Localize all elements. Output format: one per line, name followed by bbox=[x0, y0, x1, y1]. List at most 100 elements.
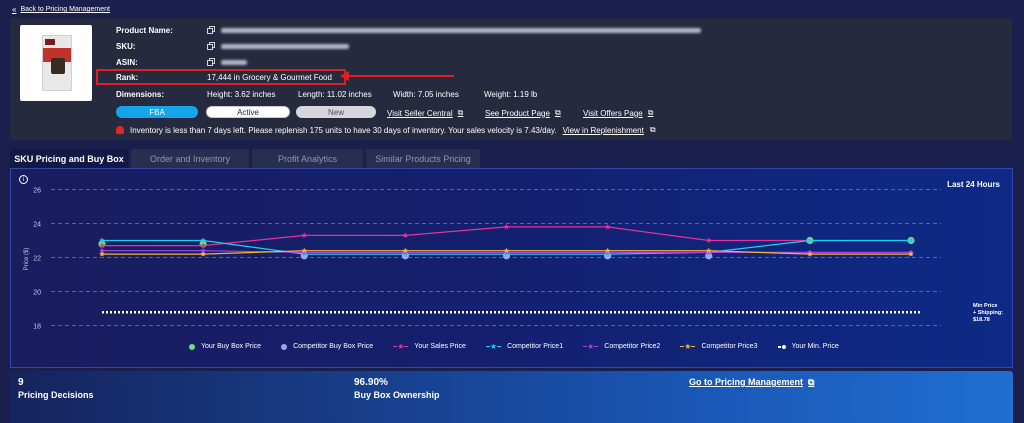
legend-marker bbox=[281, 343, 288, 350]
product-name-label: Product Name: bbox=[116, 26, 173, 35]
copy-icon[interactable] bbox=[207, 42, 215, 50]
series-point bbox=[807, 237, 813, 243]
series-point bbox=[604, 249, 611, 255]
series-point bbox=[200, 251, 206, 257]
back-to-pricing-link[interactable]: « Back to Pricing Management bbox=[12, 5, 110, 14]
legend-item[interactable]: ★ Competitor Price2 bbox=[583, 342, 660, 350]
legend-item[interactable]: Your Buy Box Price bbox=[189, 343, 261, 350]
series-point bbox=[503, 247, 510, 254]
series-point bbox=[200, 242, 206, 249]
y-tick-label: 20 bbox=[33, 290, 41, 297]
legend-item[interactable]: ★ Competitor Price3 bbox=[680, 342, 758, 350]
back-link-label: Back to Pricing Management bbox=[20, 6, 110, 13]
pricing-decisions-label: Pricing Decisions bbox=[18, 390, 94, 400]
series-point bbox=[301, 232, 308, 238]
rank-value: 17,444 in Grocery & Gourmet Food bbox=[207, 73, 332, 82]
legend-marker bbox=[777, 344, 786, 349]
external-link-icon: ⧉ bbox=[647, 108, 654, 117]
series-point bbox=[503, 251, 510, 257]
double-chevron-left-icon: « bbox=[12, 5, 17, 14]
tab-similar-products[interactable]: Similar Products Pricing bbox=[366, 149, 480, 168]
series-point bbox=[807, 251, 813, 257]
legend-label: Your Min. Price bbox=[791, 343, 839, 350]
series-point bbox=[604, 251, 611, 257]
legend-marker: ★ bbox=[583, 342, 599, 350]
series-point bbox=[604, 223, 611, 230]
tab-bar: SKU Pricing and Buy Box Order and Invent… bbox=[10, 149, 480, 168]
asin-label: ASIN: bbox=[116, 58, 138, 67]
min-price-annotation: Min Price + Shipping: $18.78 bbox=[973, 303, 1003, 324]
series-point bbox=[503, 249, 510, 255]
timeframe-label: Last 24 Hours bbox=[947, 180, 1000, 189]
series-point bbox=[99, 247, 105, 254]
sku-label: SKU: bbox=[116, 42, 136, 51]
visit-offers-page-link[interactable]: Visit Offers Page ⧉ bbox=[583, 108, 653, 118]
asin-value bbox=[207, 58, 247, 66]
go-to-pricing-management-link[interactable]: Go to Pricing Management ⧉ bbox=[689, 377, 814, 388]
series-point bbox=[301, 249, 308, 255]
width-value: Width: 7.05 inches bbox=[393, 90, 459, 99]
legend-marker: ★ bbox=[485, 342, 502, 350]
stats-panel: 9 Pricing Decisions 96.90% Buy Box Owner… bbox=[10, 371, 1013, 423]
redacted-sku bbox=[221, 43, 349, 49]
go-link-label: Go to Pricing Management bbox=[689, 377, 804, 387]
legend-item[interactable]: Competitor Buy Box Price bbox=[281, 343, 373, 350]
tab-profit-analytics[interactable]: Profit Analytics bbox=[252, 149, 363, 168]
series-point bbox=[99, 251, 105, 257]
copy-icon[interactable] bbox=[207, 26, 215, 34]
red-arrow-head bbox=[340, 71, 349, 81]
legend-item[interactable]: ★ Your Sales Price bbox=[393, 342, 466, 350]
legend-marker: ★ bbox=[680, 342, 696, 350]
legend-label: Competitor Price3 bbox=[701, 343, 758, 350]
tab-sku-pricing[interactable]: SKU Pricing and Buy Box bbox=[10, 149, 128, 168]
legend-item[interactable]: Your Min. Price bbox=[777, 343, 839, 350]
external-link-icon: ⧉ bbox=[554, 108, 561, 117]
product-info-card: Product Name: SKU: ASIN: Rank: 17,444 in… bbox=[10, 18, 1012, 140]
see-product-page-link[interactable]: See Product Page ⧉ bbox=[485, 108, 561, 118]
min-price-line-3: $18.78 bbox=[973, 317, 990, 323]
redacted-asin bbox=[221, 59, 247, 65]
y-tick-label: 22 bbox=[33, 256, 41, 263]
series-point bbox=[908, 237, 914, 243]
red-arrow-line bbox=[346, 75, 454, 77]
chart-legend: Your Buy Box Price Competitor Buy Box Pri… bbox=[189, 342, 839, 350]
pricing-chart-panel: i Last 24 Hours 18 20 22 24 26 Price ($) Min … bbox=[10, 168, 1013, 368]
rank-label: Rank: bbox=[116, 73, 139, 82]
series-point bbox=[301, 247, 308, 254]
alert-bell-icon bbox=[116, 126, 124, 134]
product-thumbnail[interactable] bbox=[20, 25, 92, 101]
external-link-icon: ⧉ bbox=[808, 377, 815, 387]
copy-icon[interactable] bbox=[207, 58, 215, 66]
tab-order-inventory[interactable]: Order and Inventory bbox=[131, 149, 249, 168]
legend-label: Competitor Price1 bbox=[507, 343, 564, 350]
active-status-badge: Active bbox=[206, 106, 290, 118]
external-link-icon: ⧉ bbox=[457, 108, 464, 117]
series-point bbox=[503, 223, 510, 230]
series-point bbox=[705, 252, 713, 260]
view-in-replenishment-link[interactable]: View in Replenishment bbox=[562, 125, 644, 135]
sku-value bbox=[207, 42, 349, 50]
product-package-image bbox=[42, 35, 72, 91]
series-point bbox=[402, 249, 409, 255]
y-tick-label: 26 bbox=[33, 188, 41, 195]
price-line-chart: 18 20 22 24 26 Price ($) bbox=[24, 188, 941, 331]
offers-page-link-label: Visit Offers Page bbox=[583, 108, 643, 118]
length-value: Length: 11.02 inches bbox=[298, 90, 372, 99]
legend-label: Your Sales Price bbox=[414, 343, 466, 350]
redacted-product-name bbox=[221, 27, 701, 33]
series-point bbox=[402, 232, 409, 238]
seller-central-link-label: Visit Seller Central bbox=[387, 108, 453, 118]
legend-item[interactable]: ★ Competitor Price1 bbox=[485, 342, 564, 350]
series-point bbox=[402, 247, 409, 254]
external-link-icon: ⧉ bbox=[649, 125, 656, 134]
min-price-line-1: Min Price bbox=[973, 303, 998, 309]
info-icon[interactable]: i bbox=[19, 175, 28, 184]
y-tick-label: 24 bbox=[33, 222, 41, 229]
visit-seller-central-link[interactable]: Visit Seller Central ⧉ bbox=[387, 108, 463, 118]
series-point bbox=[705, 249, 712, 255]
inventory-warning: Inventory is less than 7 days left. Plea… bbox=[116, 125, 656, 135]
y-tick-label: 18 bbox=[33, 324, 41, 331]
series-point bbox=[99, 242, 105, 249]
height-value: Height: 3.62 inches bbox=[207, 90, 276, 99]
legend-label: Competitor Buy Box Price bbox=[293, 343, 374, 350]
